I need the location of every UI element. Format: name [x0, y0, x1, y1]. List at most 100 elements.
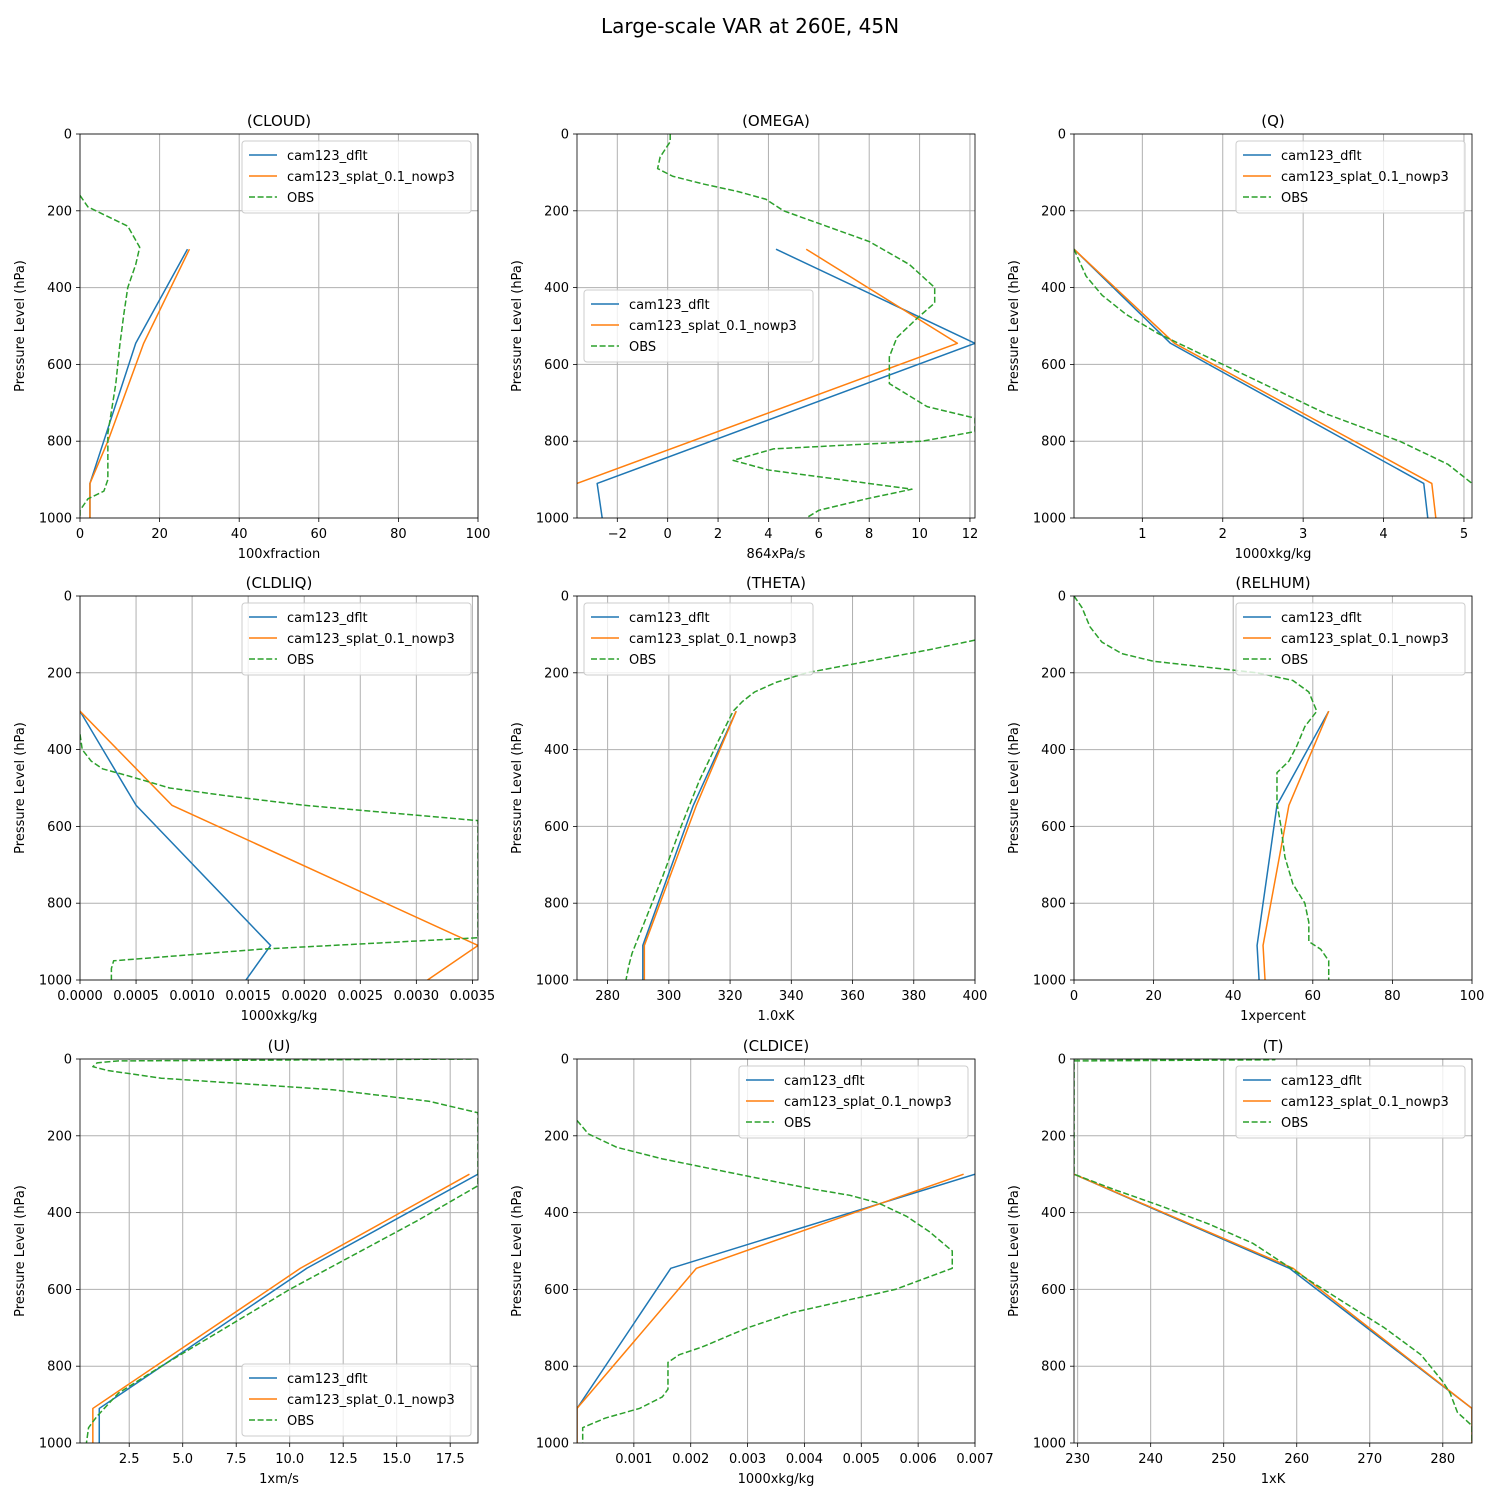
panel-2: −2 0 2 4 6 8 10 12 0 200 400 600 800 1000 (OMEGA) 864xP… [510, 112, 978, 562]
x-axis-label: 1xK [1261, 1472, 1286, 1487]
x-tick-label: 5 [1460, 527, 1468, 542]
y-axis-label: Pressure Level (hPa) [510, 260, 525, 392]
y-axis-label: Pressure Level (hPa) [1007, 260, 1022, 392]
legend-box [583, 289, 814, 363]
series-line-obs [1074, 596, 1330, 980]
x-tick-label: 340 [779, 989, 804, 1004]
series-line-cam123-splat-0-1-nowp3 [643, 710, 737, 980]
panel-1: 0 20 40 60 80 10002004006008001000(CLOUD)100x… [13, 112, 490, 562]
y-tick-label: 200 [1041, 666, 1066, 681]
axes-frame [1073, 1058, 1473, 1444]
y-tick-label: 1000 [1033, 512, 1066, 527]
y-tick-label: 200 [544, 204, 569, 219]
x-tick-label: 12.5 [329, 1452, 358, 1467]
legend: cam123_dflt cam123_splat_0.1_nowp3 OBS [583, 289, 814, 363]
x-axis-label: 1xpercent [1240, 1009, 1306, 1024]
y-tick-label: 400 [47, 281, 72, 296]
panel-title: (CLDLIQ) [246, 574, 313, 592]
series-line-cam123-dflt [1256, 710, 1330, 980]
series-line-cam123-splat-0-1-nowp3 [1262, 710, 1330, 980]
x-tick-label: 4 [1379, 527, 1387, 542]
axes-frame [79, 595, 479, 981]
x-tick-label: 100 [466, 527, 491, 542]
x-axis-label: 100xfraction [238, 547, 320, 562]
x-tick-label: 0.0035 [450, 989, 496, 1004]
legend: cam123_dflt cam123_splat_0.1_nowp3 OBS [241, 1363, 472, 1437]
y-tick-label: 600 [47, 1283, 72, 1298]
series-line-cam123-splat-0-1-nowp3 [80, 710, 478, 980]
legend-label: cam123_dflt [1281, 1074, 1362, 1089]
y-tick-label: 1000 [39, 1437, 72, 1452]
y-axis-label: Pressure Level (hPa) [510, 1185, 525, 1317]
y-tick-label: 400 [47, 1206, 72, 1221]
y-tick-label: 1000 [536, 1437, 569, 1452]
axes-frame [79, 1058, 479, 1444]
axes-frame [576, 1058, 976, 1444]
legend: cam123_dflt cam123_splat_0.1_nowp3 OBS [1235, 1065, 1466, 1139]
y-axis-label: Pressure Level (hPa) [510, 722, 525, 854]
y-tick-label: 200 [1041, 204, 1066, 219]
x-tick-label: 280 [1430, 1452, 1455, 1467]
y-tick-label: 600 [47, 820, 72, 835]
panel-7: 2.5 5.0 7.5 10.0 12.5 15.0 17.5 0 200 400 600 800 10… [13, 1037, 479, 1487]
x-tick-label: 5.0 [172, 1452, 193, 1467]
y-tick-label: 400 [47, 743, 72, 758]
panel-8: 0.001 0.002 0.003 0.004 0.005 0.006 0.007 0 200 4… [510, 1037, 994, 1487]
legend-label: OBS [784, 1116, 811, 1131]
y-tick-label: 800 [544, 897, 569, 912]
x-tick-label: 300 [656, 989, 681, 1004]
x-tick-label: 0.0000 [57, 989, 103, 1004]
legend-label: OBS [629, 653, 656, 668]
series-line-obs [80, 734, 478, 980]
x-tick-label: 0.004 [786, 1452, 823, 1467]
panel-title: (THETA) [746, 574, 806, 592]
x-tick-label: 0.006 [900, 1452, 937, 1467]
series-group [1074, 1059, 1472, 1443]
x-tick-label: 0.001 [615, 1452, 652, 1467]
y-tick-label: 800 [47, 435, 72, 450]
x-axis-label: 1000xkg/kg [738, 1472, 815, 1487]
legend-box [1235, 140, 1466, 214]
panel-title: (CLOUD) [247, 112, 311, 130]
x-axis-label: 1000xkg/kg [241, 1009, 318, 1024]
legend: cam123_dflt cam123_splat_0.1_nowp3 OBS [1235, 140, 1466, 214]
x-tick-label: 0.0005 [113, 989, 159, 1004]
x-tick-label: 15.0 [382, 1452, 411, 1467]
legend-label: cam123_dflt [629, 298, 710, 313]
x-tick-label: 2 [714, 527, 722, 542]
series-group [1074, 596, 1330, 980]
legend-label: cam123_dflt [287, 149, 368, 164]
panel-title: (OMEGA) [742, 112, 810, 130]
legend-label: cam123_dflt [1281, 611, 1362, 626]
panel-title: (CLDICE) [743, 1037, 809, 1055]
y-tick-label: 600 [1041, 358, 1066, 373]
x-tick-label: 0.007 [956, 1452, 993, 1467]
series-line-cam123-splat-0-1-nowp3 [1074, 1173, 1472, 1443]
x-tick-label: 10 [911, 527, 928, 542]
x-tick-label: 3 [1299, 527, 1307, 542]
x-tick-label: 0.002 [672, 1452, 709, 1467]
x-tick-label: 40 [231, 527, 248, 542]
series-line-cam123-dflt [577, 1173, 975, 1443]
legend-label: cam123_splat_0.1_nowp3 [1281, 632, 1449, 647]
legend-box [241, 140, 472, 214]
y-axis-label: Pressure Level (hPa) [13, 722, 28, 854]
x-tick-label: 270 [1357, 1452, 1382, 1467]
y-tick-label: 800 [47, 897, 72, 912]
x-tick-label: 60 [1305, 989, 1322, 1004]
y-tick-label: 400 [1041, 281, 1066, 296]
series-line-obs [625, 639, 975, 980]
series-line-cam123-dflt [1074, 1173, 1472, 1443]
legend-label: OBS [287, 653, 314, 668]
y-tick-label: 600 [1041, 1283, 1066, 1298]
y-tick-label: 400 [544, 1206, 569, 1221]
x-tick-label: 60 [311, 527, 328, 542]
x-tick-label: 100 [1460, 989, 1485, 1004]
x-tick-label: 17.5 [436, 1452, 465, 1467]
series-line-cam123-dflt [80, 710, 272, 980]
y-tick-label: 600 [544, 820, 569, 835]
legend-label: OBS [287, 191, 314, 206]
legend-label: OBS [1281, 191, 1308, 206]
legend-label: OBS [1281, 653, 1308, 668]
y-tick-label: 400 [544, 743, 569, 758]
